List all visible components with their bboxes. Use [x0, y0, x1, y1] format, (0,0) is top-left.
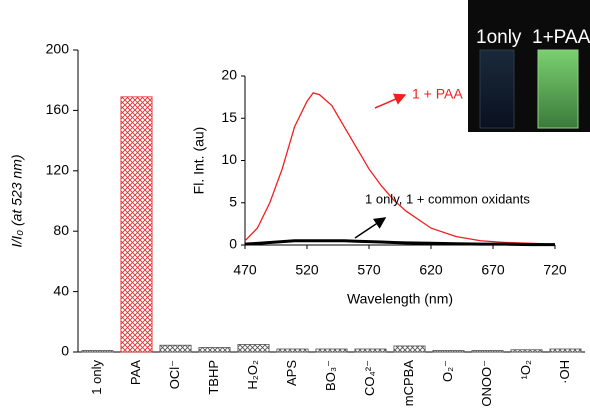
bar [471, 350, 504, 353]
y-tick-label: 40 [53, 282, 69, 298]
y-axis-label: I/I₀ (at 523 nm) [9, 154, 25, 247]
y-tick-label: 15 [221, 109, 237, 125]
series-line [244, 239, 555, 247]
bar [354, 348, 387, 353]
x-tick-label: 670 [481, 262, 505, 278]
photo-label: 1+PAA [532, 27, 590, 48]
y-axis-label: Fl. Int. (au) [191, 127, 207, 195]
x-tick-label: ONOO⁻ [479, 360, 494, 407]
x-tick-label: PAA [128, 360, 143, 385]
x-tick-label: OCl⁻ [167, 360, 182, 389]
photo: 1only 1+PAA [468, 0, 590, 132]
y-tick-label: 20 [221, 67, 237, 83]
bar [432, 350, 465, 353]
legend-label: 1 + PAA [412, 86, 463, 102]
bar [510, 349, 543, 353]
vial-1 [479, 49, 515, 129]
bar [198, 347, 231, 353]
annotation-arrow [354, 217, 387, 239]
bar [549, 348, 582, 353]
y-tick-label: 160 [46, 101, 70, 117]
x-tick-label: 570 [357, 262, 381, 278]
x-tick-label: O₂⁻ [440, 360, 455, 382]
y-tick-label: 0 [61, 343, 69, 359]
bar [315, 348, 348, 353]
x-axis-label: Wavelength (nm) [347, 291, 453, 307]
y-tick-label: 120 [46, 162, 70, 178]
x-tick-label: 1 only [89, 360, 104, 395]
x-tick-label: ·OH [557, 360, 572, 384]
x-tick-label: APS [284, 360, 299, 386]
bar [81, 350, 114, 353]
y-tick-label: 80 [53, 222, 69, 238]
x-tick-label: 620 [419, 262, 443, 278]
y-tick-label: 10 [221, 151, 237, 167]
series-line [244, 92, 556, 245]
vial-2 [537, 49, 579, 129]
bar [159, 344, 192, 353]
bar [120, 96, 153, 353]
x-tick-label: 470 [233, 262, 257, 278]
x-tick-label: 720 [543, 262, 567, 278]
y-tick-label: 200 [46, 41, 70, 57]
x-tick-label: BO₃⁻ [323, 360, 338, 391]
inset-chart: 0 5 10 15 20 470 520 570 620 670 720 Wavelength (nm… [191, 67, 567, 307]
legend-label: 1 only, 1 + common oxidants [365, 191, 530, 206]
x-tick-label: H₂O₂ [245, 360, 260, 390]
x-tick-label: mCPBA [401, 360, 416, 407]
photo-label: 1only [476, 27, 522, 48]
x-tick-label: TBHP [206, 360, 221, 395]
bar [276, 348, 309, 353]
bar [393, 345, 426, 353]
y-tick-label: 0 [229, 236, 237, 252]
x-tick-label: ¹O₂ [518, 360, 533, 380]
x-tick-label: CO₄²⁻ [362, 360, 377, 396]
bar [237, 344, 270, 353]
annotation-arrow [374, 93, 407, 109]
y-tick-label: 5 [229, 193, 237, 209]
x-tick-label: 520 [295, 262, 319, 278]
